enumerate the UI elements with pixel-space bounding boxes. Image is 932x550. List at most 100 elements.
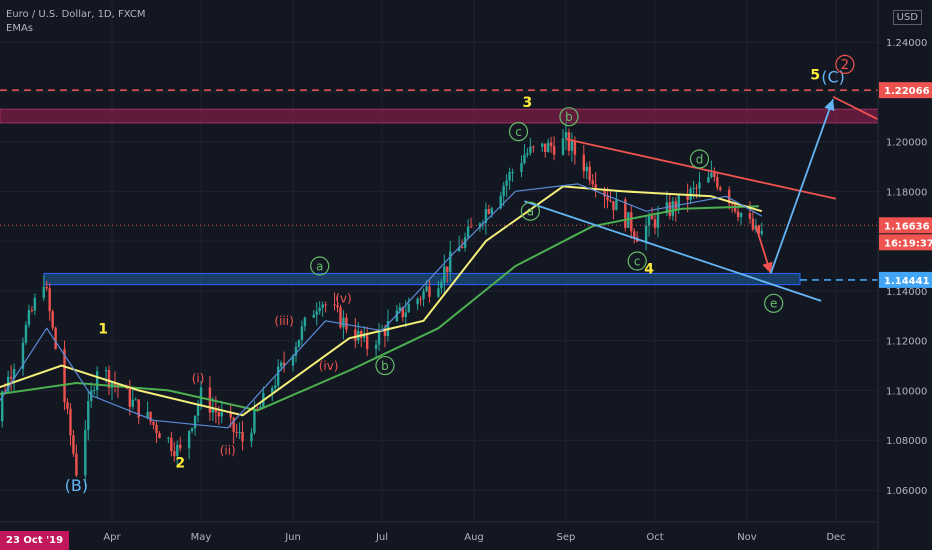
candle-body bbox=[333, 304, 336, 306]
candle-body bbox=[713, 172, 716, 178]
candle-body bbox=[336, 305, 339, 308]
candle-body bbox=[564, 132, 568, 139]
candle-body bbox=[51, 311, 54, 328]
indicator-label[interactable]: EMAs bbox=[6, 23, 33, 34]
x-tick-label: Dec bbox=[826, 532, 845, 543]
candle-body bbox=[407, 304, 410, 313]
candle-body bbox=[511, 171, 514, 173]
candle-body bbox=[27, 310, 31, 325]
wave-label-circle bbox=[508, 122, 529, 142]
candle-body bbox=[401, 307, 404, 318]
candle-body bbox=[42, 286, 45, 298]
candle-body bbox=[87, 401, 90, 430]
candle-body bbox=[92, 389, 96, 391]
candle-body bbox=[751, 218, 755, 230]
candle-body bbox=[425, 286, 428, 292]
candle-body bbox=[546, 142, 550, 153]
candle-body bbox=[241, 432, 244, 442]
candle-body bbox=[54, 327, 57, 350]
candle-body bbox=[211, 408, 215, 413]
wave-label: (B) bbox=[65, 476, 88, 495]
upper-trendline bbox=[565, 138, 837, 200]
candle-body bbox=[395, 310, 399, 321]
candle-body bbox=[692, 187, 695, 189]
candle-body bbox=[48, 288, 51, 312]
ema-fast-line bbox=[0, 183, 763, 429]
candle-body bbox=[383, 329, 387, 336]
wave-label: (iv) bbox=[319, 359, 339, 373]
candle-body bbox=[170, 437, 173, 452]
candle-body bbox=[502, 185, 505, 197]
candle-body bbox=[529, 146, 532, 154]
x-tick-label: Jul bbox=[375, 532, 388, 543]
currency-button[interactable]: USD bbox=[892, 10, 922, 25]
wave-label: d bbox=[696, 152, 704, 166]
candle-body bbox=[633, 231, 636, 238]
candle-body bbox=[591, 180, 594, 185]
top-line-price-tag: 1.22066 bbox=[884, 86, 930, 97]
candle-body bbox=[760, 230, 764, 234]
candle-body bbox=[603, 189, 606, 197]
candle-body bbox=[95, 371, 99, 390]
candle-body bbox=[363, 333, 366, 339]
candle-body bbox=[377, 329, 381, 345]
candle-body bbox=[12, 368, 16, 379]
candle-body bbox=[404, 312, 407, 318]
candle-body bbox=[446, 266, 449, 273]
candle-body bbox=[152, 421, 155, 425]
candle-body bbox=[748, 212, 752, 219]
candle-body bbox=[736, 211, 740, 218]
candle-body bbox=[176, 444, 179, 457]
candle-body bbox=[33, 297, 37, 311]
candle-body bbox=[294, 346, 298, 356]
candle-body bbox=[158, 433, 161, 439]
candle-body bbox=[354, 329, 357, 341]
candle-body bbox=[440, 282, 443, 289]
top-line-price-tag-bg bbox=[879, 82, 932, 99]
candle-body bbox=[612, 201, 615, 211]
candle-body bbox=[541, 143, 544, 147]
candle-body bbox=[457, 247, 461, 252]
candle-body bbox=[428, 286, 431, 297]
candle-body bbox=[214, 408, 218, 413]
candle-body bbox=[128, 388, 132, 407]
wave-label: 5 bbox=[810, 67, 820, 83]
candle-body bbox=[463, 237, 467, 248]
ema-lines bbox=[0, 183, 763, 429]
candle-body bbox=[155, 424, 158, 434]
candle-body bbox=[220, 412, 223, 417]
candle-body bbox=[499, 196, 502, 209]
candle-body bbox=[650, 215, 654, 220]
candle-body bbox=[21, 342, 25, 369]
y-tick-label: 1.20000 bbox=[886, 138, 927, 149]
wave-label: (v) bbox=[335, 292, 351, 306]
candle-body bbox=[297, 339, 301, 347]
candle-body bbox=[757, 225, 761, 234]
candle-body bbox=[69, 408, 72, 436]
ema-slow-line bbox=[0, 205, 759, 412]
candle-body bbox=[544, 143, 547, 153]
candle-body bbox=[324, 304, 327, 306]
wave-label-circle bbox=[764, 293, 784, 313]
wave-label: e bbox=[770, 297, 777, 311]
wave-label-circle bbox=[559, 107, 579, 127]
wave-label-circle bbox=[835, 54, 855, 75]
candle-body bbox=[668, 202, 672, 216]
x-tick-label: May bbox=[191, 532, 212, 543]
candle-body bbox=[282, 362, 286, 366]
candle-body bbox=[9, 376, 13, 379]
candle-body bbox=[134, 399, 137, 401]
y-tick-label: 1.08000 bbox=[886, 436, 927, 447]
x-tick-label: Nov bbox=[737, 532, 757, 543]
candle-body bbox=[342, 317, 345, 328]
last-price-tag-bg bbox=[879, 217, 932, 234]
candle-body bbox=[606, 196, 609, 201]
y-tick-label: 1.24000 bbox=[886, 38, 927, 49]
candle-body bbox=[656, 213, 660, 228]
candle-body bbox=[416, 298, 419, 305]
candle-body bbox=[594, 184, 597, 190]
symbol-title[interactable]: Euro / U.S. Dollar, 1D, FXCM bbox=[6, 9, 146, 20]
candle-body bbox=[217, 412, 221, 417]
